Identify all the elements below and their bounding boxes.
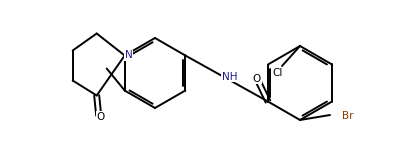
- Text: NH: NH: [222, 71, 237, 81]
- Text: O: O: [97, 112, 105, 121]
- Text: N: N: [125, 50, 133, 60]
- Text: O: O: [253, 74, 261, 83]
- Text: Br: Br: [342, 111, 354, 121]
- Text: Cl: Cl: [273, 68, 283, 78]
